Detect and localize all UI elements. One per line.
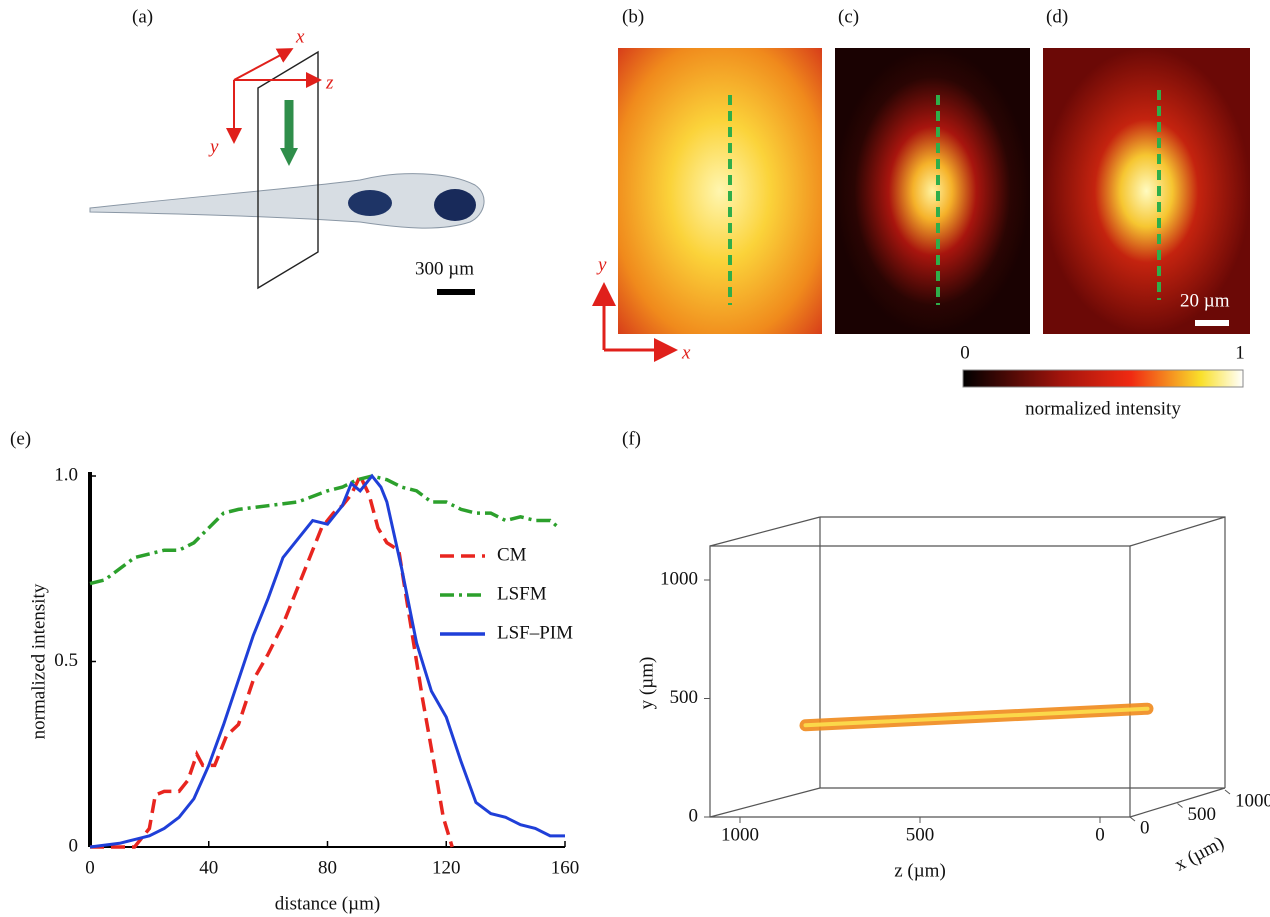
x-tick-label: 120 [432, 857, 461, 878]
scale-bar-label: 300 µm [415, 258, 474, 279]
tube-core [803, 706, 1150, 728]
profile-lines [728, 90, 1161, 305]
colorbar-label: 0 [960, 342, 970, 363]
y-tick-label: 1.0 [54, 464, 78, 485]
y-tick-label: 0 [69, 835, 79, 856]
z-tick-label: 500 [906, 824, 935, 845]
image-lsfm [618, 48, 822, 334]
z-tick-label: 1000 [721, 824, 759, 845]
z-tick-label: 0 [1095, 824, 1105, 845]
panel-label: (d) [1046, 6, 1068, 27]
z-axis-label: z (µm) [894, 860, 946, 881]
x-tick-label: 0 [1140, 817, 1150, 838]
x-tick-label: 500 [1188, 804, 1217, 825]
axis-label: y [596, 254, 607, 275]
y-tick-label: 0 [689, 805, 699, 826]
legend-label: LSF–PIM [497, 622, 573, 643]
y-axis-label: y (µm) [636, 657, 657, 710]
axis-label: y [208, 136, 219, 157]
axis-label: z [325, 72, 334, 93]
panel-label: (b) [622, 6, 644, 27]
box-frame [709, 516, 1226, 818]
image-cm [835, 48, 1030, 334]
panel-label: (f) [622, 428, 641, 449]
axis-label: x [295, 26, 305, 47]
colorbar-label: 1 [1235, 342, 1245, 363]
series-line [90, 471, 454, 849]
x-tick [1177, 803, 1183, 808]
axes-arrows [226, 48, 322, 144]
series-line [89, 474, 561, 586]
x-tick-label: 80 [318, 857, 337, 878]
x-axis-label: x (µm) [1171, 832, 1227, 875]
arrow [280, 148, 298, 166]
x-tick [1129, 816, 1136, 822]
y-tick-label: 0.5 [54, 650, 78, 671]
scale-bar [1195, 320, 1229, 326]
y-tick-label: 1000 [660, 568, 698, 589]
axis-label: x [681, 342, 691, 363]
panel-label: (a) [132, 6, 153, 27]
legend-label: CM [497, 544, 527, 565]
axes-arrows [592, 282, 678, 362]
y-tick-label: 500 [670, 687, 699, 708]
scale-bar [437, 289, 475, 295]
colorbar [962, 369, 1244, 388]
series-line [89, 473, 565, 849]
legend-label: LSFM [497, 583, 547, 604]
x-tick-label: 1000 [1235, 790, 1270, 811]
x-tick [1224, 789, 1231, 795]
panel-label: (e) [10, 428, 31, 449]
panel-label: (c) [838, 6, 859, 27]
x-axis-label: distance (µm) [275, 893, 380, 914]
colorbar-title: normalized intensity [1025, 398, 1181, 419]
x-tick-label: 40 [199, 857, 218, 878]
fish [89, 173, 485, 229]
y-axis-label: normalized intensity [28, 583, 49, 739]
x-tick-label: 160 [551, 857, 580, 878]
scale-bar-label: 20 µm [1180, 290, 1230, 311]
x-tick-label: 0 [85, 857, 95, 878]
light-sheet [257, 50, 319, 290]
image-lsf-pim [1043, 48, 1250, 334]
